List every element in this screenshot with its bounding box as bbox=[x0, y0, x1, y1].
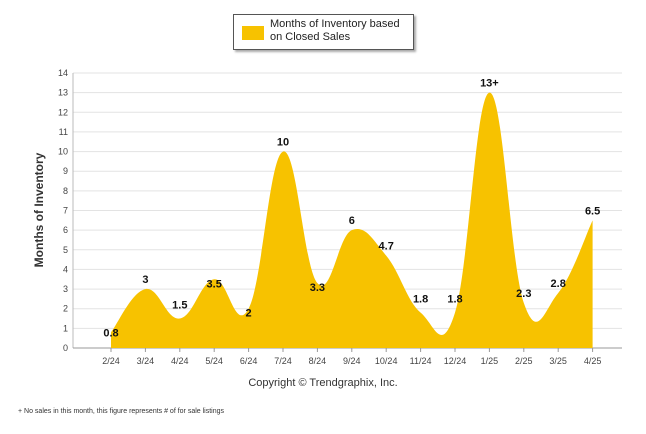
data-labels: 0.8 3 1.5 3.5 2 10 3.3 6 4.7 1.8 1.8 13+ 2.3 2.8 6.5 bbox=[103, 78, 600, 340]
x-axis-ticks: 2/24 3/24 4/24 5/24 6/24 7/24 8/24 9/24 10/24 11/… bbox=[102, 348, 601, 366]
data-label: 1.8 bbox=[413, 294, 428, 306]
x-tick-label: 10/24 bbox=[375, 356, 398, 366]
x-tick-label: 3/24 bbox=[137, 356, 155, 366]
data-label: 6 bbox=[349, 215, 355, 227]
x-tick-label: 11/24 bbox=[410, 356, 432, 366]
x-tick-label: 1/25 bbox=[481, 356, 499, 366]
y-tick-label: 11 bbox=[59, 127, 68, 137]
y-tick-label: 1 bbox=[63, 323, 68, 333]
data-label: 0.8 bbox=[103, 327, 118, 339]
x-tick-label: 12/24 bbox=[444, 356, 467, 366]
y-tick-label: 9 bbox=[63, 166, 68, 176]
data-label: 2.3 bbox=[516, 288, 531, 300]
y-tick-label: 7 bbox=[63, 206, 68, 216]
y-tick-label: 2 bbox=[63, 304, 68, 314]
data-label: 2.8 bbox=[551, 278, 566, 290]
data-label: 3 bbox=[142, 274, 148, 286]
y-tick-label: 8 bbox=[63, 186, 68, 196]
x-tick-label: 3/25 bbox=[549, 356, 567, 366]
x-tick-label: 9/24 bbox=[343, 356, 361, 366]
data-label: 4.7 bbox=[379, 241, 394, 253]
data-label: 1.5 bbox=[172, 300, 187, 312]
y-tick-label: 6 bbox=[63, 225, 68, 235]
y-tick-label: 13 bbox=[58, 88, 68, 98]
y-tick-label: 4 bbox=[63, 264, 68, 274]
area-fill bbox=[111, 92, 593, 348]
footnote-text: + No sales in this month, this figure re… bbox=[18, 408, 225, 415]
x-tick-label: 8/24 bbox=[309, 356, 327, 366]
data-label: 6.5 bbox=[585, 205, 600, 217]
data-label: 1.8 bbox=[447, 294, 462, 306]
legend: Months of Inventory based on Closed Sale… bbox=[233, 14, 414, 50]
x-tick-label: 2/25 bbox=[515, 356, 533, 366]
x-tick-label: 7/24 bbox=[274, 356, 292, 366]
y-tick-label: 0 bbox=[63, 343, 68, 353]
y-tick-label: 10 bbox=[58, 147, 68, 157]
y-tick-label: 12 bbox=[58, 107, 68, 117]
area-series bbox=[111, 92, 593, 348]
y-tick-label: 14 bbox=[58, 68, 68, 78]
x-tick-label: 6/24 bbox=[240, 356, 258, 366]
data-label: 13+ bbox=[480, 78, 499, 90]
legend-swatch bbox=[242, 26, 264, 40]
y-tick-label: 5 bbox=[63, 245, 68, 255]
copyright-text: Copyright © Trendgraphix, Inc. bbox=[248, 377, 398, 389]
x-tick-label: 4/25 bbox=[584, 356, 602, 366]
x-tick-label: 2/24 bbox=[102, 356, 120, 366]
legend-label: Months of Inventory based on Closed Sale… bbox=[270, 18, 400, 43]
x-tick-label: 5/24 bbox=[205, 356, 223, 366]
data-label: 10 bbox=[277, 137, 289, 149]
x-tick-label: 4/24 bbox=[171, 356, 189, 366]
y-axis-title: Months of Inventory bbox=[32, 152, 46, 267]
y-tick-label: 3 bbox=[63, 284, 68, 294]
data-label: 2 bbox=[246, 308, 252, 320]
data-label: 3.5 bbox=[207, 278, 222, 290]
data-label: 3.3 bbox=[310, 282, 325, 294]
